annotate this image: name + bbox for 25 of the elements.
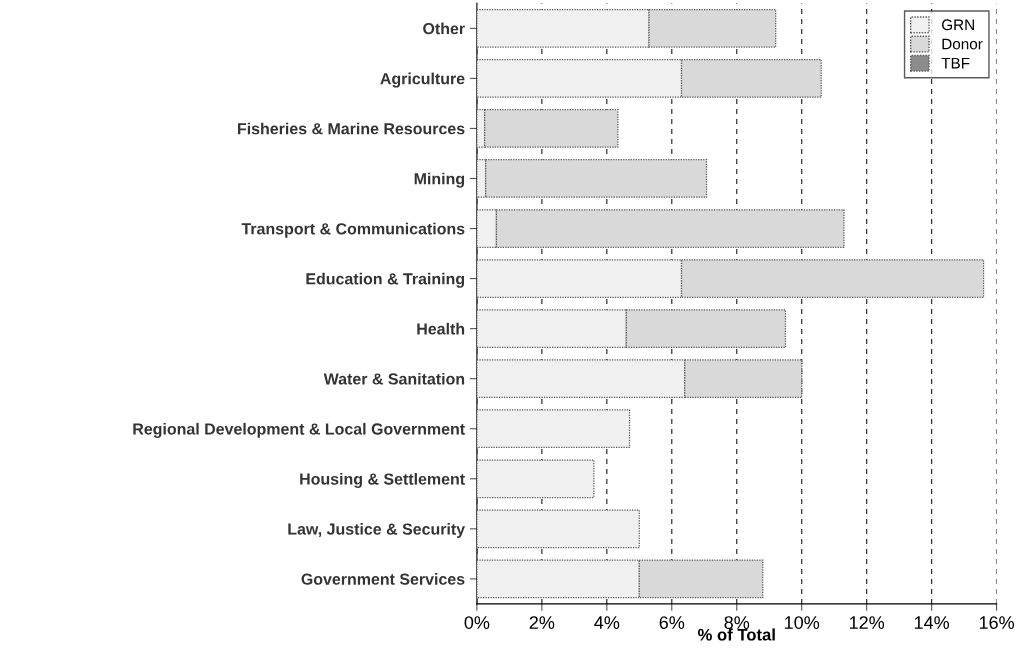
- x-tick-label: 10%: [785, 616, 820, 629]
- y-tick-label: Law, Justice & Security: [288, 523, 466, 538]
- x-tick-label: 16%: [979, 616, 1015, 629]
- y-tick-label: Transport & Communications: [241, 222, 465, 238]
- x-tick-label: 2%: [529, 616, 555, 629]
- y-tick-label: Government Services: [301, 573, 465, 585]
- y-tick-label: Housing & Settlement: [300, 472, 465, 488]
- x-tick-label: 4%: [594, 616, 620, 629]
- x-tick-label: 14%: [914, 616, 950, 629]
- x-tick-label: 12%: [849, 616, 885, 629]
- y-tick-label: Mining: [414, 172, 465, 188]
- y-tick-label: Education & Training: [306, 272, 465, 288]
- x-axis-title: % of Total: [697, 628, 775, 641]
- x-tick-label: 0%: [464, 616, 490, 629]
- legend-label: TBF: [941, 57, 970, 69]
- y-tick-label: Agriculture: [380, 72, 465, 88]
- y-tick-label: Health: [417, 322, 465, 335]
- x-tick-label: 6%: [659, 616, 685, 629]
- y-tick-label: Fisheries & Marine Resources: [238, 122, 465, 135]
- y-tick-label: Regional Development & Local Government: [133, 422, 465, 438]
- y-tick-label: Other: [423, 22, 465, 35]
- x-tick-label: 8%: [724, 616, 750, 629]
- legend-label: Donor: [942, 38, 983, 50]
- y-tick-label: Water & Sanitation: [323, 372, 465, 385]
- legend-label: GRN: [941, 19, 974, 31]
